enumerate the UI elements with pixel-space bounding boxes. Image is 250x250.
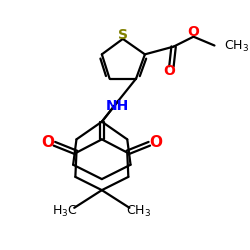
- Text: O: O: [42, 135, 55, 150]
- Text: CH$_3$: CH$_3$: [126, 204, 151, 219]
- Text: CH$_3$: CH$_3$: [224, 39, 250, 54]
- Text: O: O: [188, 25, 200, 39]
- Text: O: O: [149, 135, 162, 150]
- Text: O: O: [164, 64, 175, 78]
- Text: H$_3$C: H$_3$C: [52, 204, 78, 219]
- Text: S: S: [118, 28, 128, 42]
- Text: NH: NH: [106, 99, 129, 113]
